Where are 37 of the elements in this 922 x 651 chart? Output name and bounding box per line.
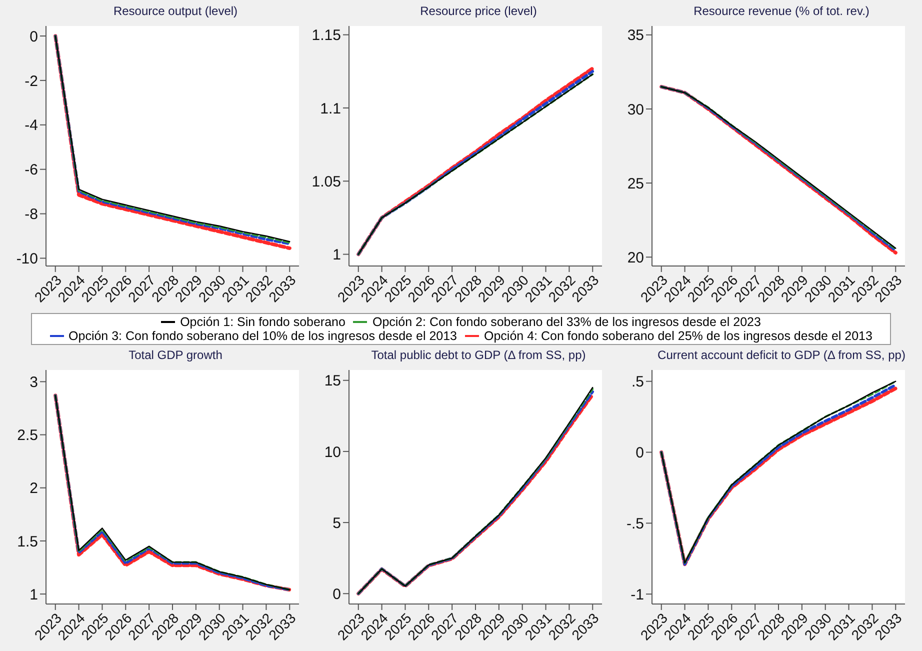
y-tick-label: 10	[324, 444, 341, 461]
y-tick-label: 1.5	[17, 533, 38, 550]
y-tick-label: 1	[332, 246, 341, 264]
y-tick-label: 2.5	[17, 427, 38, 444]
y-tick-label: 25	[627, 175, 644, 192]
y-tick-label: 1.1	[320, 100, 341, 118]
y-tick-label: 0	[30, 28, 38, 46]
legend-label: Opción 3: Con fondo soberano del 10% de los ingresos desde el 2013	[68, 329, 457, 343]
y-tick-label: 0	[332, 586, 341, 603]
legend-label: Opción 4: Con fondo soberano del 25% de los ingresos desde el 2013	[483, 329, 872, 343]
y-tick-label: -6	[24, 162, 38, 179]
y-tick-label: 5	[332, 514, 341, 532]
y-tick-label: -10	[16, 250, 38, 268]
y-tick-label: 20	[627, 249, 644, 266]
y-tick-label: 0	[636, 444, 644, 462]
y-tick-label: -2	[24, 72, 38, 90]
legend-label: Opción 2: Con fondo soberano del 33% de los ingresos desde el 2023	[371, 315, 761, 329]
y-tick-label: .5	[631, 374, 644, 391]
chart-title: Resource price (level)	[419, 4, 538, 20]
y-tick-label: 1.05	[312, 173, 341, 190]
y-tick-label: 15	[324, 372, 341, 390]
y-tick-label: 1.15	[312, 27, 341, 44]
y-tick-label: -4	[24, 117, 38, 134]
y-tick-label: -1	[630, 586, 644, 604]
y-tick-label: -8	[24, 206, 38, 224]
chart-title: Resource output (level)	[112, 4, 239, 20]
chart-title: Total GDP growth	[128, 348, 224, 364]
y-tick-label: 1	[30, 586, 38, 604]
y-tick-label: -.5	[626, 515, 644, 532]
y-tick-label: 2	[30, 480, 38, 498]
y-tick-label: 35	[627, 27, 644, 44]
legend-label: Opción 1: Sin fondo soberano	[179, 315, 346, 329]
chart-title: Total public debt to GDP (Δ from SS, pp)	[370, 348, 587, 364]
y-tick-label: 30	[627, 101, 644, 118]
y-tick-label: 3	[30, 374, 38, 392]
chart-title: Current account deficit to GDP (Δ from SS, pp)	[656, 348, 906, 364]
chart-title: Resource revenue (% of tot. rev.)	[692, 4, 870, 20]
